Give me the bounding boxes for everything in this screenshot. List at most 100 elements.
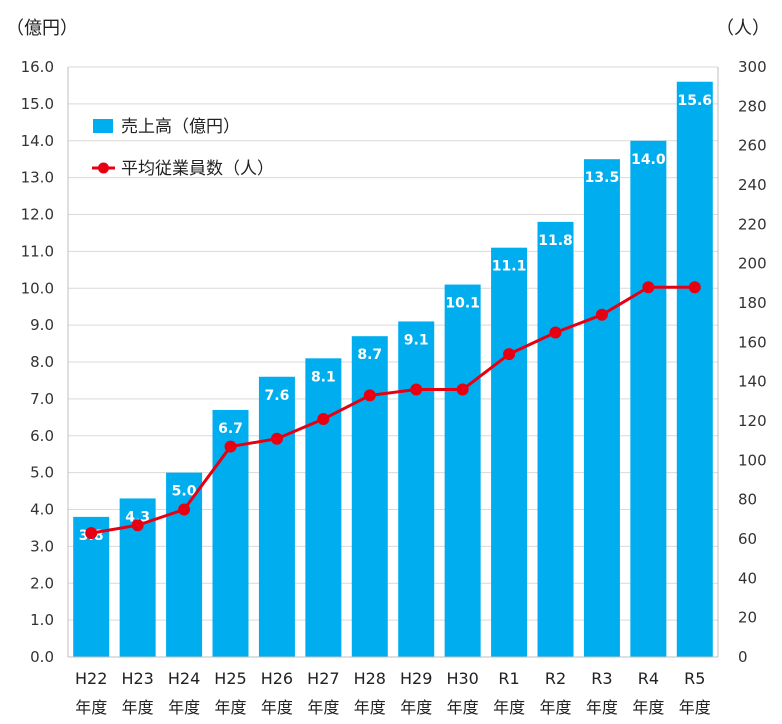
category-label-suffix: 年度 [307, 698, 339, 717]
right-tick-label: 280 [738, 97, 767, 115]
left-tick-label: 11.0 [21, 242, 54, 260]
bar-data-label: 14.0 [631, 152, 666, 168]
left-tick-label: 9.0 [30, 316, 54, 334]
line-point [224, 440, 237, 453]
category-label-suffix: 年度 [168, 698, 200, 717]
bar [676, 81, 713, 657]
bar [305, 358, 342, 657]
line-point [642, 281, 655, 294]
bar-data-label: 11.1 [492, 259, 527, 275]
bar-data-label: 7.6 [265, 388, 290, 404]
line-point [410, 383, 423, 396]
line-point [363, 389, 376, 402]
line-point [456, 383, 469, 396]
right-tick-label: 300 [738, 58, 767, 76]
bar-data-label: 4.3 [125, 509, 150, 525]
line-point [595, 308, 608, 321]
bar-data-label: 8.1 [311, 369, 336, 385]
right-tick-label: 120 [738, 412, 767, 430]
right-tick-label: 40 [738, 569, 757, 587]
legend-label-employees: 平均従業員数（人） [121, 159, 274, 179]
left-tick-label: 0.0 [30, 648, 54, 666]
category-label: H23 [121, 669, 153, 688]
left-tick-label: 12.0 [21, 206, 54, 224]
category-label-suffix: 年度 [586, 698, 618, 717]
category-label: R3 [591, 669, 612, 688]
category-label: H25 [214, 669, 246, 688]
bar-data-label: 10.1 [445, 296, 480, 312]
category-label: R2 [545, 669, 566, 688]
right-tick-label: 20 [738, 609, 757, 627]
category-label-suffix: 年度 [354, 698, 386, 717]
category-label-suffix: 年度 [400, 698, 432, 717]
category-label-suffix: 年度 [122, 698, 154, 717]
line-point [270, 432, 283, 445]
category-label-suffix: 年度 [447, 698, 479, 717]
line-path [90, 285, 695, 535]
right-axis-unit: （人） [716, 18, 770, 39]
right-tick-label: 200 [738, 255, 767, 273]
left-axis-ticks: 0.0 1.0 2.0 3.0 4.0 5.0 6.0 7.0 8.0 9.0 10.0 11.0 12… [21, 58, 54, 666]
right-tick-label: 220 [738, 215, 767, 233]
gridlines [68, 66, 718, 658]
category-label: H29 [400, 669, 432, 688]
bar [73, 516, 110, 657]
right-tick-label: 180 [738, 294, 767, 312]
bar-data-label: 11.8 [538, 233, 573, 249]
category-label: H27 [307, 669, 339, 688]
line-point [688, 281, 701, 294]
category-label: H28 [354, 669, 386, 688]
bar [630, 140, 667, 657]
category-label-suffix: 年度 [75, 698, 107, 717]
category-label-suffix: 年度 [539, 698, 571, 717]
left-tick-label: 2.0 [30, 574, 54, 592]
bar [583, 159, 620, 657]
legend-label-sales: 売上高（億円） [121, 117, 240, 137]
category-label-suffix: 年度 [493, 698, 525, 717]
left-axis-unit: （億円） [6, 18, 78, 39]
bar [491, 247, 528, 657]
left-tick-label: 6.0 [30, 427, 54, 445]
line-point [178, 503, 191, 516]
category-label-suffix: 年度 [679, 698, 711, 717]
left-tick-label: 13.0 [21, 169, 54, 187]
right-axis-ticks: 0 20 40 60 80 100 120 140 160 180 200 220 240 260 280 3… [738, 58, 767, 666]
bar [537, 221, 574, 657]
right-tick-label: 80 [738, 491, 757, 509]
bar-data-labels: 3.84.35.06.77.68.18.79.110.111.111.813.5… [79, 93, 712, 544]
left-tick-label: 4.0 [30, 501, 54, 519]
left-tick-label: 1.0 [30, 611, 54, 629]
left-tick-label: 5.0 [30, 464, 54, 482]
left-tick-label: 8.0 [30, 353, 54, 371]
left-tick-label: 14.0 [21, 132, 54, 150]
left-tick-label: 15.0 [21, 95, 54, 113]
bar [398, 321, 435, 657]
legend: 売上高（億円） 平均従業員数（人） [92, 117, 274, 179]
left-tick-label: 16.0 [21, 58, 54, 76]
category-label: H26 [261, 669, 293, 688]
left-tick-label: 3.0 [30, 537, 54, 555]
legend-swatch-employees-marker [98, 162, 109, 174]
category-label: H24 [168, 669, 200, 688]
category-label: R1 [498, 669, 519, 688]
category-label: R5 [684, 669, 705, 688]
right-tick-label: 140 [738, 373, 767, 391]
right-tick-label: 100 [738, 451, 767, 469]
line-point [503, 348, 516, 361]
line-point [317, 413, 330, 426]
bar-data-label: 13.5 [585, 170, 620, 186]
category-label-suffix: 年度 [214, 698, 246, 717]
line-point [549, 326, 562, 339]
category-label: R4 [638, 669, 659, 688]
bar-data-label: 8.7 [357, 347, 382, 363]
category-label-suffix: 年度 [261, 698, 293, 717]
bar-data-label: 6.7 [218, 421, 243, 437]
bar-series-sales [73, 81, 713, 657]
bar-data-label: 15.6 [678, 93, 713, 109]
line-point [131, 519, 144, 532]
left-tick-label: 7.0 [30, 390, 54, 408]
bar [444, 284, 481, 657]
category-label-suffix: 年度 [632, 698, 664, 717]
bar [258, 376, 295, 657]
